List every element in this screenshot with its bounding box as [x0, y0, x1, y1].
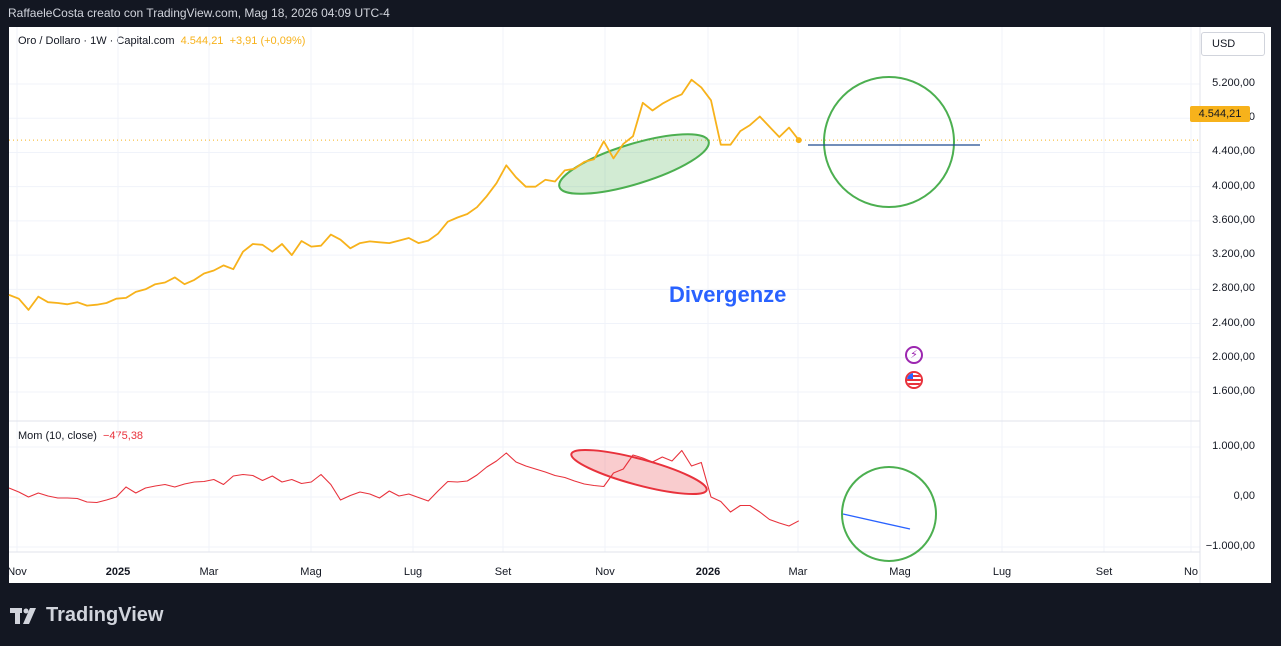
price-change: +3,91 (+0,09%) [229, 35, 306, 47]
time-tick-label: Mar [199, 566, 219, 578]
tv-logo-icon [10, 607, 36, 624]
lightning-icon[interactable]: ⚡ [905, 346, 923, 364]
time-tick-label: Set [1095, 566, 1113, 578]
price-tick-label: 1.600,00 [1212, 385, 1255, 397]
symbol-legend[interactable]: Oro / Dollaro · 1W · Capital.com 4.544,2… [18, 35, 305, 47]
red-ellipse-momentum [570, 448, 708, 496]
chart-panel[interactable]: Oro / Dollaro · 1W · Capital.com 4.544,2… [9, 27, 1271, 583]
time-tick-label: Lug [403, 566, 423, 578]
time-tick-label: No [1183, 566, 1199, 578]
time-tick-label: Lug [992, 566, 1012, 578]
green-circle-momentum [841, 466, 937, 562]
green-ellipse-price [558, 133, 710, 195]
indicator-legend[interactable]: Mom (10, close) −475,38 [18, 430, 143, 442]
time-tick-label: Nov [7, 566, 27, 578]
momentum-tick-label: −1.000,00 [1205, 540, 1255, 552]
price-tick-label: 3.200,00 [1212, 248, 1255, 261]
brand-name: TradingView [46, 604, 164, 626]
momentum-tick-label: 0,00 [1233, 490, 1255, 502]
us-flag-icon[interactable] [905, 371, 923, 389]
price-tick-label: 2.400,00 [1212, 316, 1255, 329]
momentum-line [8, 449, 800, 527]
currency-button[interactable]: USD [1201, 32, 1265, 56]
momentum-trendline [842, 513, 911, 530]
symbol-name: Oro / Dollaro · 1W · Capital.com [18, 35, 175, 47]
time-tick-label: Set [494, 566, 512, 578]
chart-attribution: RaffaeleCosta creato con TradingView.com… [8, 6, 390, 20]
price-tick-label: 2.000,00 [1212, 350, 1255, 363]
last-price: 4.544,21 [180, 35, 224, 47]
price-tick-label: 3.600,00 [1212, 213, 1255, 226]
last-price-tag: 4.544,21 [1190, 106, 1250, 122]
price-tick-label: 4.400,00 [1212, 145, 1255, 158]
time-tick-label: Mag [300, 566, 322, 578]
momentum-series [8, 449, 800, 527]
price-tick-label: 4.000,00 [1212, 179, 1255, 192]
time-tick-label: 2026 [695, 566, 721, 578]
time-tick-label: Mag [889, 566, 911, 578]
price-tick-label: 5.200,00 [1212, 77, 1255, 89]
time-tick-label: Nov [595, 566, 615, 578]
momentum-tick-label: 1.000,00 [1212, 440, 1255, 452]
price-line [8, 78, 800, 311]
indicator-value: −475,38 [102, 430, 144, 442]
green-circle-price [823, 76, 955, 208]
indicator-name: Mom (10, close) [18, 430, 97, 442]
time-tick-label: Mar [788, 566, 808, 578]
price-tick-label: 2.800,00 [1212, 282, 1255, 295]
time-tick-label: 2025 [105, 566, 131, 578]
price-series [8, 78, 800, 311]
tradingview-logo: TradingView [10, 604, 163, 627]
grid-lines [9, 27, 1200, 552]
last-price-dot [795, 137, 802, 144]
divergenze-label: Divergenze [669, 282, 787, 307]
